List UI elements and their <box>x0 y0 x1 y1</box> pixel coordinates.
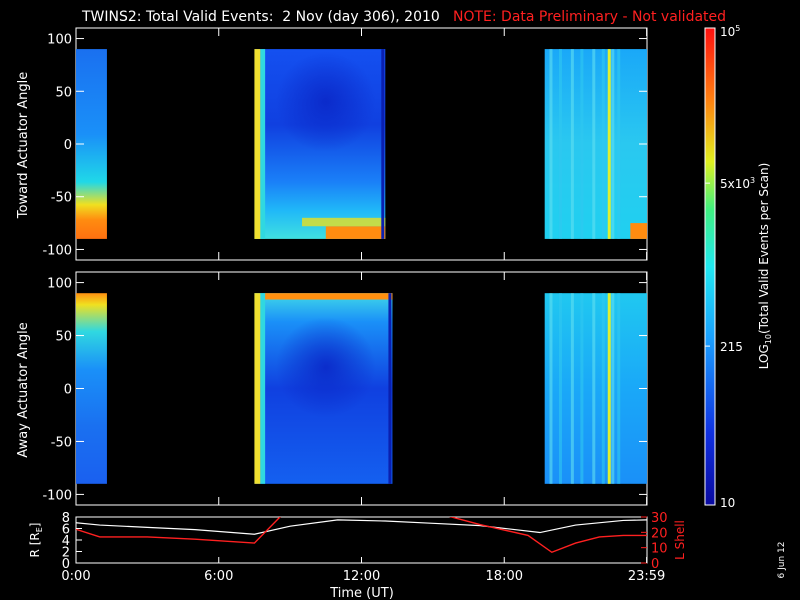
heatmap-streak-yellow <box>607 293 611 484</box>
heatmap-streak <box>592 49 596 239</box>
ytick-label: -50 <box>51 435 72 450</box>
colorbar-tick-label: 10 <box>720 496 735 510</box>
away-heatmap-cells <box>76 293 647 484</box>
away-ylabel: Away Actuator Angle <box>16 322 31 457</box>
heatmap-streak <box>549 49 553 239</box>
orbit-ytick-label-left: 8 <box>62 511 70 526</box>
heatmap-streak-yellow <box>607 49 611 239</box>
heatmap-yellow-band <box>254 49 261 239</box>
heatmap-streak <box>617 293 621 484</box>
heatmap-cyan-band <box>260 293 266 484</box>
time-tick-label: 23:59 <box>628 569 665 584</box>
orbit-ytick-label-left: 0 <box>62 557 70 572</box>
heatmap-streak <box>580 293 584 484</box>
orbit-ytick-label-right: 30 <box>651 511 668 526</box>
away-x-ticks <box>75 272 648 505</box>
lshell-line <box>76 517 281 544</box>
toward-heatmap-panel: 100 50 0 -50 -100 Toward Actuator Angle <box>16 27 648 261</box>
time-tick-label: 6:00 <box>204 569 233 584</box>
ytick-label: 50 <box>55 85 72 100</box>
time-tick-label: 12:00 <box>343 569 380 584</box>
orbit-right-ylabel: L Shell <box>673 520 687 560</box>
ytick-label: 100 <box>47 277 72 292</box>
r-line <box>76 519 647 535</box>
orbit-ytick-label-right: 20 <box>651 526 668 541</box>
heatmap-streak <box>601 293 605 484</box>
heatmap-cyan-band <box>260 49 266 239</box>
heatmap-yellow-band <box>254 293 261 484</box>
time-tick-label: 18:00 <box>486 569 523 584</box>
colorbar-ticks: 105 5x103 215 10 <box>705 24 755 510</box>
lshell-line <box>448 517 647 554</box>
ytick-label: 0 <box>64 138 72 153</box>
orbit-lines <box>76 517 647 554</box>
time-tick-label: 0:00 <box>61 569 90 584</box>
orbit-ytick-label-left: 6 <box>62 523 70 538</box>
toward-ylabel: Toward Actuator Angle <box>16 72 31 219</box>
heatmap-orange-edge <box>325 226 386 239</box>
heatmap-streak <box>570 293 574 484</box>
heatmap-streak <box>617 49 621 239</box>
ytick-label: -100 <box>42 488 72 503</box>
date-stamp: 6 Jun 12 <box>777 542 787 579</box>
heatmap-streak <box>558 293 562 484</box>
heatmap-streak <box>592 293 596 484</box>
ytick-label: -100 <box>42 243 72 258</box>
ytick-label: 100 <box>47 33 72 48</box>
orbit-ytick-label-left: 2 <box>62 546 70 561</box>
heatmap-streak <box>611 293 615 484</box>
orbit-left-ylabel: R [RE] <box>28 523 44 558</box>
colorbar-gradient <box>704 27 716 506</box>
ytick-label: 0 <box>64 383 72 398</box>
time-axis-label: Time (UT) <box>329 586 394 600</box>
orbit-ytick-label-left: 4 <box>62 534 70 549</box>
heatmap-dark-streak <box>388 293 392 484</box>
toward-y-axis: 100 50 0 -50 -100 <box>42 33 647 258</box>
away-y-axis: 100 50 0 -50 -100 <box>42 277 647 503</box>
toward-heatmap-cells <box>76 49 647 239</box>
heatmap-streak <box>558 49 562 239</box>
away-heatmap-panel: 100 50 0 -50 -100 Away Actuator Angle <box>16 271 648 506</box>
colorbar-tick-label: 5x103 <box>720 176 755 191</box>
ytick-label: -50 <box>51 191 72 206</box>
plot-title: TWINS2: Total Valid Events: 2 Nov (day 3… <box>81 9 440 25</box>
colorbar: 105 5x103 215 10 LOG10(Total Valid Events p… <box>704 24 773 510</box>
heatmap-yellow-edge <box>302 217 386 227</box>
ytick-label: 50 <box>55 330 72 345</box>
orbit-ytick-label-right: 10 <box>651 542 668 557</box>
colorbar-tick-label: 105 <box>720 24 740 39</box>
heatmap-dark-core <box>275 51 376 152</box>
orbit-ytick-label-right: 0 <box>651 557 659 572</box>
heatmap-streak <box>570 49 574 239</box>
orbit-x-axis: 0:00 6:00 12:00 18:00 23:59 <box>61 557 665 584</box>
toward-x-ticks <box>75 28 648 260</box>
heatmap-dark-core <box>275 317 376 418</box>
colorbar-tick-label: 215 <box>720 340 743 354</box>
heatmap-streak <box>611 49 615 239</box>
colorbar-label: LOG10(Total Valid Events per Scan) <box>757 163 773 370</box>
heatmap-streak <box>601 49 605 239</box>
preliminary-note: NOTE: Data Preliminary - Not validated <box>453 9 726 25</box>
heatmap-streak <box>580 49 584 239</box>
orbit-panel-frame <box>75 516 648 564</box>
heatmap-streak <box>549 293 553 484</box>
heatmap-orange-top <box>265 293 393 300</box>
heatmap-orange-corner <box>630 223 647 239</box>
heatmap-dark-streak <box>381 49 385 239</box>
